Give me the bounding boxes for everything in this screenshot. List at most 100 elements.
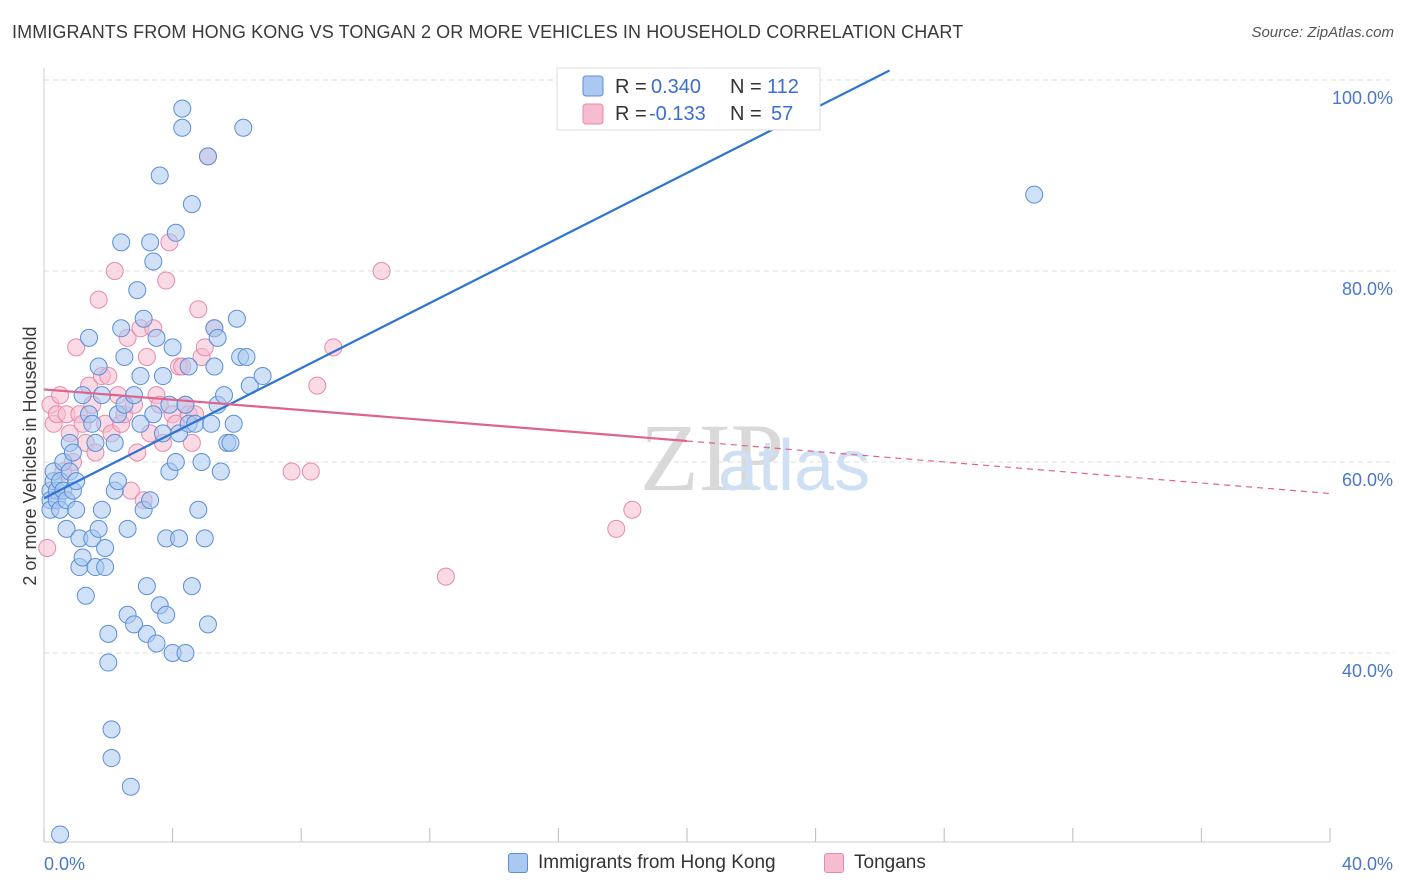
tongans-point: [189, 300, 208, 319]
hongkong-point: [147, 328, 166, 347]
hongkong-point: [147, 634, 166, 653]
y-tick-label: 80.0%: [1342, 279, 1393, 299]
tongans-point: [308, 376, 327, 395]
tongans-point: [38, 538, 57, 557]
hongkong-point: [83, 414, 102, 433]
y-tick-label: 60.0%: [1342, 470, 1393, 490]
tongans-trend-extension: [686, 440, 1331, 495]
trend-lines: [43, 69, 1331, 500]
hongkong-point: [96, 558, 115, 577]
watermark-atlas: atlas: [718, 426, 870, 506]
hongkong-point: [137, 577, 156, 596]
tongans-point: [182, 433, 201, 452]
hongkong-point: [157, 605, 176, 624]
hongkong-point: [170, 529, 189, 548]
legend-r-value-1: 0.340: [651, 76, 701, 98]
hongkong-point: [224, 414, 243, 433]
hongkong-point: [89, 357, 108, 376]
hongkong-point: [198, 147, 217, 166]
hongkong-point: [205, 357, 224, 376]
tongans-point: [607, 519, 626, 538]
hongkong-point: [141, 233, 160, 252]
tongans-point: [157, 271, 176, 290]
hongkong-point: [215, 386, 234, 405]
tongans-trend-line: [43, 388, 688, 443]
hongkong-point: [105, 433, 124, 452]
hongkong-point: [102, 749, 121, 768]
hongkong-point: [234, 118, 253, 137]
legend-r-value-2: -0.133: [649, 103, 706, 125]
x-tick-labels: 0.0% 40.0%: [44, 854, 1393, 874]
tongans-point: [89, 290, 108, 309]
chart-title: IMMIGRANTS FROM HONG KONG VS TONGAN 2 OR…: [12, 22, 964, 42]
watermark-zip: ZIP: [640, 404, 784, 511]
hongkong-point: [179, 357, 198, 376]
hongkong-point: [67, 500, 86, 519]
legend-label-hongkong: Immigrants from Hong Kong: [538, 852, 776, 873]
hongkong-point: [253, 367, 272, 386]
hongkong-point: [163, 338, 182, 357]
hongkong-point: [131, 414, 150, 433]
hongkong-point: [86, 433, 105, 452]
tongans-points: [38, 147, 642, 586]
hongkong-point: [80, 328, 99, 347]
legend-n-value-1: 112: [767, 76, 799, 98]
hongkong-point: [134, 309, 153, 328]
axes: [43, 68, 1331, 843]
tongans-point: [324, 338, 343, 357]
top-legend: R = 0.340 N = 112 R = -0.133 N = 57: [556, 67, 821, 131]
legend-n-value-2: 57: [771, 103, 793, 125]
hongkong-point: [153, 367, 172, 386]
hongkong-point: [76, 586, 95, 605]
hongkong-point: [125, 615, 144, 634]
y-axis-label: 2 or more Vehicles in Household: [20, 326, 40, 585]
hongkong-point: [237, 347, 256, 366]
legend-n-label-1: N =: [730, 76, 762, 98]
hongkong-point: [182, 577, 201, 596]
hongkong-point: [108, 472, 127, 491]
hongkong-point: [227, 309, 246, 328]
hongkong-point: [73, 386, 92, 405]
tongans-point: [436, 567, 455, 586]
hongkong-point: [189, 500, 208, 519]
tongans-point: [282, 462, 301, 481]
hongkong-point: [182, 195, 201, 214]
hongkong-point: [192, 453, 211, 471]
hongkong-point: [99, 624, 118, 643]
hongkong-point: [131, 367, 150, 386]
legend-r-label-2: R =: [615, 103, 647, 125]
hongkong-point: [73, 548, 92, 567]
hongkong-point: [1025, 185, 1044, 204]
legend-swatch-blue: [582, 75, 604, 97]
hongkong-point: [141, 491, 160, 510]
hongkong-points: [41, 99, 1044, 844]
hongkong-point: [121, 777, 140, 796]
hongkong-point: [166, 223, 185, 242]
legend-label-tongans: Tongans: [854, 852, 926, 873]
hongkong-point: [112, 233, 131, 252]
hongkong-point: [112, 319, 131, 338]
tongans-point: [128, 443, 147, 462]
hongkong-point: [96, 538, 115, 557]
hongkong-trend-line: [43, 69, 891, 500]
hongkong-point: [57, 519, 76, 538]
hongkong-point: [176, 395, 195, 414]
x-tick-label: 40.0%: [1342, 854, 1393, 874]
hongkong-point: [208, 328, 227, 347]
hongkong-point: [92, 500, 111, 519]
hongkong-point: [115, 347, 134, 366]
hongkong-point: [211, 462, 230, 481]
hongkong-point: [102, 720, 121, 739]
hongkong-point: [173, 118, 192, 137]
hongkong-point: [51, 825, 70, 844]
hongkong-point: [89, 519, 108, 538]
y-tick-label: 40.0%: [1342, 661, 1393, 681]
legend-swatch-pink: [582, 103, 604, 125]
legend-r-label-1: R =: [615, 76, 647, 98]
hongkong-point: [173, 99, 192, 118]
hongkong-point: [150, 166, 169, 185]
tongans-point: [67, 338, 86, 357]
hongkong-point: [128, 281, 147, 300]
bottom-legend: Immigrants from Hong Kong Tongans: [0, 852, 1406, 880]
